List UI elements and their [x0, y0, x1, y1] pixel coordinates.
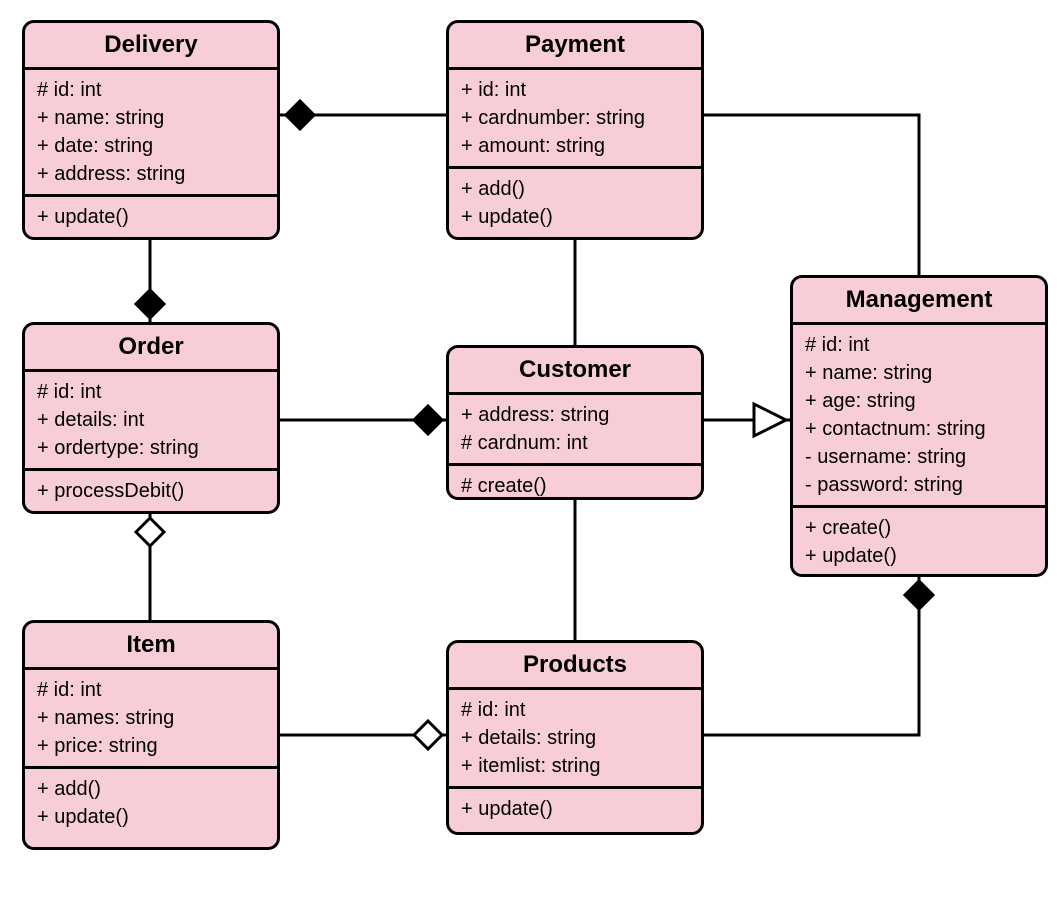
- class-methods: + add()+ update(): [449, 169, 701, 237]
- method-row: + processDebit(): [37, 477, 265, 505]
- attribute-row: + age: string: [805, 387, 1033, 415]
- class-order: Order# id: int+ details: int+ ordertype:…: [22, 322, 280, 514]
- attribute-row: # id: int: [37, 378, 265, 406]
- attribute-row: + address: string: [37, 160, 265, 188]
- method-row: # create(): [461, 472, 689, 500]
- class-attributes: # id: int+ name: string+ date: string+ a…: [25, 70, 277, 197]
- method-row: + update(): [461, 795, 689, 823]
- attribute-row: # id: int: [37, 676, 265, 704]
- class-item: Item# id: int+ names: string+ price: str…: [22, 620, 280, 850]
- class-customer: Customer+ address: string# cardnum: int#…: [446, 345, 704, 500]
- edge-order-item: [136, 514, 164, 620]
- attribute-row: # id: int: [805, 331, 1033, 359]
- attribute-row: + details: string: [461, 724, 689, 752]
- attribute-row: + amount: string: [461, 132, 689, 160]
- class-title: Customer: [449, 348, 701, 395]
- edge-products-management: [704, 577, 933, 735]
- class-title: Products: [449, 643, 701, 690]
- uml-diagram-canvas: Delivery# id: int+ name: string+ date: s…: [0, 0, 1057, 900]
- class-attributes: + address: string# cardnum: int: [449, 395, 701, 466]
- triangle-hollow-icon: [754, 404, 786, 436]
- class-title: Item: [25, 623, 277, 670]
- edge-order-customer: [280, 406, 446, 434]
- class-payment: Payment+ id: int+ cardnumber: string+ am…: [446, 20, 704, 240]
- attribute-row: - password: string: [805, 471, 1033, 499]
- attribute-row: # id: int: [461, 696, 689, 724]
- attribute-row: + name: string: [37, 104, 265, 132]
- attribute-row: + price: string: [37, 732, 265, 760]
- attribute-row: # id: int: [37, 76, 265, 104]
- class-methods: + processDebit(): [25, 471, 277, 511]
- attribute-row: + cardnumber: string: [461, 104, 689, 132]
- method-row: + update(): [461, 203, 689, 231]
- attribute-row: + name: string: [805, 359, 1033, 387]
- class-title: Delivery: [25, 23, 277, 70]
- attribute-row: + ordertype: string: [37, 434, 265, 462]
- edge-payment-management: [704, 115, 919, 275]
- method-row: + update(): [37, 203, 265, 231]
- class-management: Management# id: int+ name: string+ age: …: [790, 275, 1048, 577]
- edge-item-products: [280, 721, 446, 749]
- edge-delivery-order: [136, 240, 164, 322]
- method-row: + update(): [805, 542, 1033, 570]
- method-row: + add(): [37, 775, 265, 803]
- attribute-row: + date: string: [37, 132, 265, 160]
- edge-customer-management: [704, 404, 790, 436]
- diamond-hollow-icon: [136, 518, 164, 546]
- class-attributes: # id: int+ name: string+ age: string+ co…: [793, 325, 1045, 508]
- class-title: Order: [25, 325, 277, 372]
- class-methods: + update(): [25, 197, 277, 237]
- diamond-hollow-icon: [414, 721, 442, 749]
- class-title: Payment: [449, 23, 701, 70]
- diamond-filled-icon: [286, 101, 314, 129]
- attribute-row: + names: string: [37, 704, 265, 732]
- class-methods: + update(): [449, 789, 701, 829]
- method-row: + create(): [805, 514, 1033, 542]
- class-attributes: + id: int+ cardnumber: string+ amount: s…: [449, 70, 701, 169]
- class-attributes: # id: int+ details: int+ ordertype: stri…: [25, 372, 277, 471]
- class-title: Management: [793, 278, 1045, 325]
- class-attributes: # id: int+ details: string+ itemlist: st…: [449, 690, 701, 789]
- attribute-row: + contactnum: string: [805, 415, 1033, 443]
- attribute-row: + details: int: [37, 406, 265, 434]
- class-methods: + add()+ update(): [25, 769, 277, 837]
- class-delivery: Delivery# id: int+ name: string+ date: s…: [22, 20, 280, 240]
- attribute-row: + itemlist: string: [461, 752, 689, 780]
- diamond-filled-icon: [905, 581, 933, 609]
- class-products: Products# id: int+ details: string+ item…: [446, 640, 704, 835]
- class-methods: + create()+ update(): [793, 508, 1045, 576]
- method-row: + update(): [37, 803, 265, 831]
- attribute-row: + address: string: [461, 401, 689, 429]
- method-row: + add(): [461, 175, 689, 203]
- diamond-filled-icon: [136, 290, 164, 318]
- class-attributes: # id: int+ names: string+ price: string: [25, 670, 277, 769]
- class-methods: # create(): [449, 466, 701, 500]
- edge-delivery-payment: [280, 101, 446, 129]
- attribute-row: - username: string: [805, 443, 1033, 471]
- attribute-row: + id: int: [461, 76, 689, 104]
- attribute-row: # cardnum: int: [461, 429, 689, 457]
- diamond-filled-icon: [414, 406, 442, 434]
